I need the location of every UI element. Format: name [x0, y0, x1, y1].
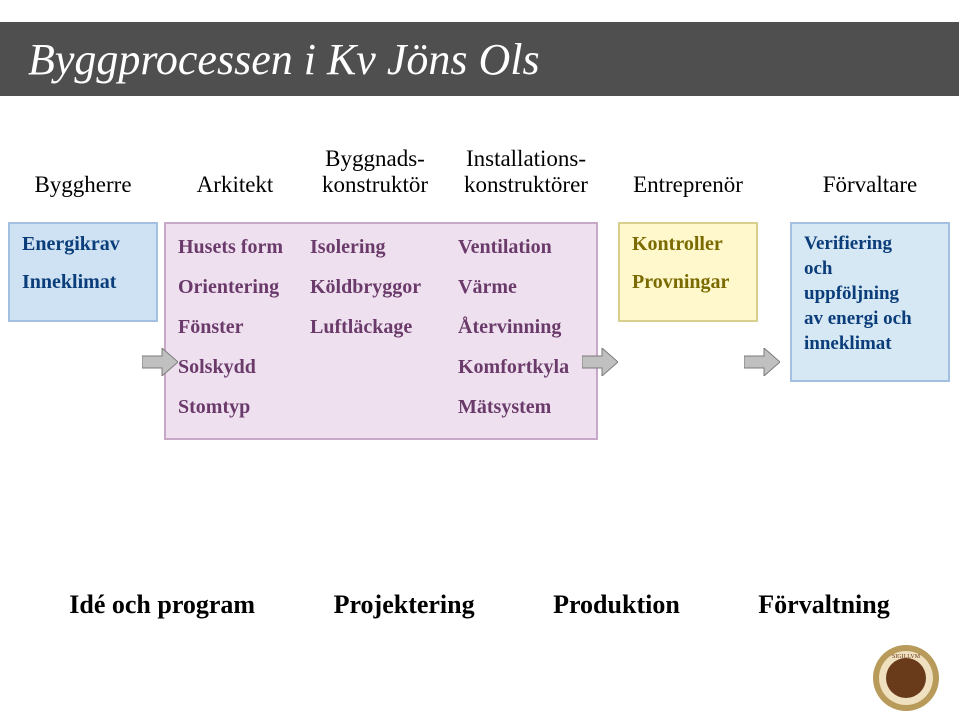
col-header-entreprenor: Entreprenör	[618, 172, 758, 198]
box-forvaltare: Verifiering och uppföljning av energi och in…	[790, 222, 950, 382]
box-byggherre: Energikrav Inneklimat	[8, 222, 158, 322]
flow-arrow-icon	[142, 348, 178, 376]
design-cell: Solskydd	[178, 356, 256, 379]
page-title: Byggprocessen i Kv Jöns Ols	[28, 34, 540, 85]
col-header-install: Installations-konstruktörer	[446, 146, 606, 199]
design-cell: Luftläckage	[310, 316, 412, 339]
title-band: Byggprocessen i Kv Jöns Ols	[0, 22, 959, 96]
design-cell: Ventilation	[458, 236, 552, 259]
box-row: av energi och	[804, 309, 936, 328]
design-cell: Köldbryggor	[310, 276, 421, 299]
col-header-forvaltare: Förvaltare	[790, 172, 950, 198]
design-cell: Återvinning	[458, 316, 561, 339]
box-row: inneklimat	[804, 334, 936, 353]
col-header-byggnads: Byggnads-konstruktör	[300, 146, 450, 199]
box-row: Energikrav	[22, 234, 144, 254]
box-row: Inneklimat	[22, 272, 144, 292]
box-row: och	[804, 259, 936, 278]
phase-label: Projektering	[334, 590, 475, 620]
phase-label: Förvaltning	[758, 590, 889, 620]
flow-arrow-icon	[744, 348, 780, 376]
box-row: Verifiering	[804, 234, 936, 253]
design-cell: Orientering	[178, 276, 279, 299]
col-header-byggherre: Byggherre	[8, 172, 158, 198]
box-design: Husets form Isolering Ventilation Orienteri…	[164, 222, 598, 440]
box-row: Provningar	[632, 272, 744, 292]
box-entreprenor: Kontroller Provningar	[618, 222, 758, 322]
flow-arrow-icon	[582, 348, 618, 376]
box-row: Kontroller	[632, 234, 744, 254]
design-cell: Stomtyp	[178, 396, 250, 419]
design-cell: Värme	[458, 276, 517, 299]
design-cell: Isolering	[310, 236, 386, 259]
col-header-arkitekt: Arkitekt	[170, 172, 300, 198]
process-diagram: Byggherre EnergikravInneklimat Arkitekt …	[0, 150, 959, 510]
design-cell: Mätsystem	[458, 396, 551, 419]
phase-label: Produktion	[553, 590, 680, 620]
box-row: uppföljning	[804, 284, 936, 303]
design-cell: Husets form	[178, 236, 283, 259]
phase-label: Idé och program	[69, 590, 255, 620]
phase-row: Idé och program Projektering Produktion För…	[0, 590, 959, 620]
design-cell: Fönster	[178, 316, 244, 339]
svg-text:SIGILLVM: SIGILLVM	[892, 654, 921, 660]
university-seal-icon: SIGILLVM	[871, 643, 941, 713]
design-cell: Komfortkyla	[458, 356, 569, 379]
